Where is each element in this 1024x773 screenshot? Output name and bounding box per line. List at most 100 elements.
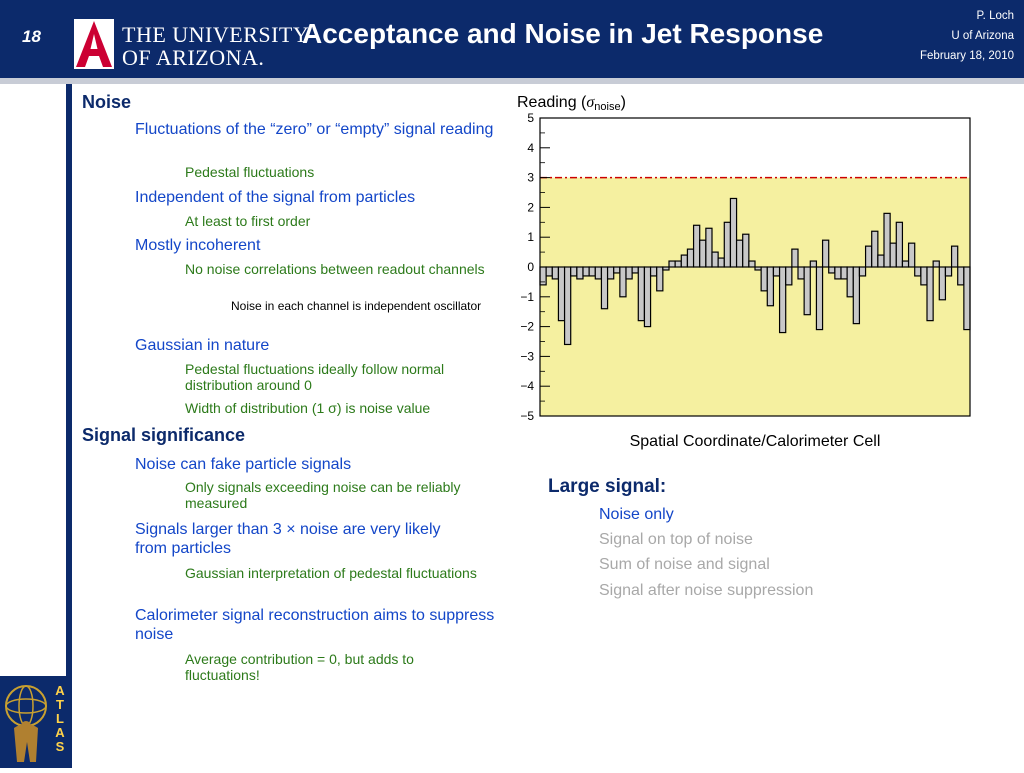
y-tick-label: −3 [520, 349, 534, 363]
sub-normal-distribution: Pedestal fluctuations ideally follow nor… [185, 361, 445, 393]
data-bar [809, 260, 818, 268]
sub-no-correlations: No noise correlations between readout ch… [185, 261, 485, 277]
data-bar [864, 245, 873, 268]
data-bar [778, 266, 787, 334]
bullet-reconstruction: Calorimeter signal reconstruction aims t… [135, 607, 495, 643]
data-bar [643, 266, 652, 328]
ylabel-subscript: noise [594, 101, 620, 113]
data-bar [785, 266, 793, 286]
data-bar [772, 266, 781, 277]
subsub-oscillator: Noise in each channel is independent osc… [231, 299, 482, 313]
data-bar [944, 266, 953, 277]
data-bar [932, 260, 940, 268]
data-bar [748, 260, 756, 268]
data-bar [705, 227, 713, 268]
data-bar [840, 266, 848, 280]
chart-ylabel: Reading (σnoise) [517, 94, 626, 113]
noise-band [540, 177, 970, 416]
data-bar [735, 239, 744, 268]
chart-xlabel: Spatial Coordinate/Calorimeter Cell [630, 433, 881, 450]
data-bar [582, 266, 590, 277]
data-bar [668, 260, 676, 268]
data-bar [852, 266, 861, 325]
data-bar [619, 266, 627, 298]
ylabel-suffix: ) [621, 94, 626, 111]
data-bar [920, 266, 928, 286]
ylabel-symbol: σ [586, 94, 595, 111]
data-bar [588, 266, 596, 277]
data-bar [631, 266, 639, 274]
data-bar [594, 266, 603, 280]
data-bar [656, 266, 664, 292]
sub-width: Width of distribution (1 σ) is noise val… [185, 400, 431, 416]
data-bar [883, 212, 891, 268]
data-bar [963, 266, 971, 331]
data-bar [803, 266, 811, 316]
step-signal-on-noise: Signal on top of noise [599, 531, 753, 548]
slide-title: Acceptance and Noise in Jet Response [302, 18, 824, 49]
data-bar [877, 254, 885, 268]
data-bar [551, 266, 560, 280]
y-tick-label: 0 [527, 260, 534, 274]
left-margin [0, 84, 68, 768]
data-bar [717, 257, 725, 268]
step-sum: Sum of noise and signal [599, 556, 770, 573]
data-bar [613, 266, 621, 274]
data-bar [545, 266, 553, 277]
data-bar [625, 266, 633, 280]
data-bar [563, 266, 572, 346]
y-tick-label: −4 [520, 379, 534, 393]
slide-meta: P. Loch U of Arizona February 18, 2010 [920, 6, 1014, 66]
y-tick-label: 5 [527, 111, 534, 125]
data-bar [649, 266, 658, 277]
atlas-label: ATLAS [55, 683, 65, 754]
y-tick-label: 2 [527, 200, 534, 214]
step-suppression: Signal after noise suppression [599, 582, 814, 599]
sub-average-contribution: Average contribution = 0, but adds to fl… [185, 651, 414, 683]
data-bar [791, 248, 799, 268]
data-bar [637, 266, 646, 322]
signal-significance-heading: Signal significance [82, 425, 246, 445]
data-bar [729, 197, 738, 268]
affiliation: U of Arizona [951, 30, 1014, 42]
data-bar [889, 242, 897, 268]
university-logo [72, 17, 116, 71]
data-bar [858, 266, 867, 277]
university-name-line1: THE UNIVERSITY [122, 22, 310, 47]
atlas-figure-icon [5, 685, 47, 762]
data-bar [834, 266, 842, 280]
bullet-gaussian: Gaussian in nature [135, 337, 270, 354]
data-bar [674, 260, 682, 268]
sub-pedestal: Pedestal fluctuations [185, 164, 315, 180]
bullet-independent: Independent of the signal from particles [135, 189, 416, 206]
left-divider [66, 84, 72, 768]
data-bar [692, 224, 701, 268]
slide-header: 18 THE UNIVERSITY OF ARIZONA. Acceptance… [0, 0, 1024, 78]
y-tick-label: −2 [520, 320, 534, 334]
arizona-a-icon [72, 17, 116, 71]
data-bar [686, 248, 695, 268]
date: February 18, 2010 [920, 50, 1014, 62]
data-bar [557, 266, 566, 322]
data-bar [570, 266, 578, 277]
ylabel-prefix: Reading ( [517, 94, 587, 111]
y-tick-label: 4 [527, 141, 534, 155]
university-name-line2: OF ARIZONA. [122, 45, 265, 70]
sub-first-order: At least to first order [185, 213, 311, 229]
y-tick-label: 1 [527, 230, 534, 244]
data-bar [760, 266, 768, 292]
data-bar [950, 245, 959, 268]
data-bar [723, 221, 732, 268]
data-bar [821, 239, 830, 268]
data-bar [846, 266, 854, 298]
data-bar [815, 266, 824, 331]
data-bar [926, 266, 934, 322]
bullet-fluctuations: Fluctuations of the “zero” or “empty” si… [135, 121, 494, 138]
data-bar [901, 260, 910, 268]
y-tick-label: −1 [520, 290, 534, 304]
large-signal-heading: Large signal: [548, 476, 667, 497]
data-bar [938, 266, 947, 301]
atlas-logo: ATLAS [0, 676, 72, 768]
y-tick-label: 3 [527, 171, 534, 185]
bullet-three-sigma: Signals larger than 3 × noise are very l… [135, 521, 441, 557]
